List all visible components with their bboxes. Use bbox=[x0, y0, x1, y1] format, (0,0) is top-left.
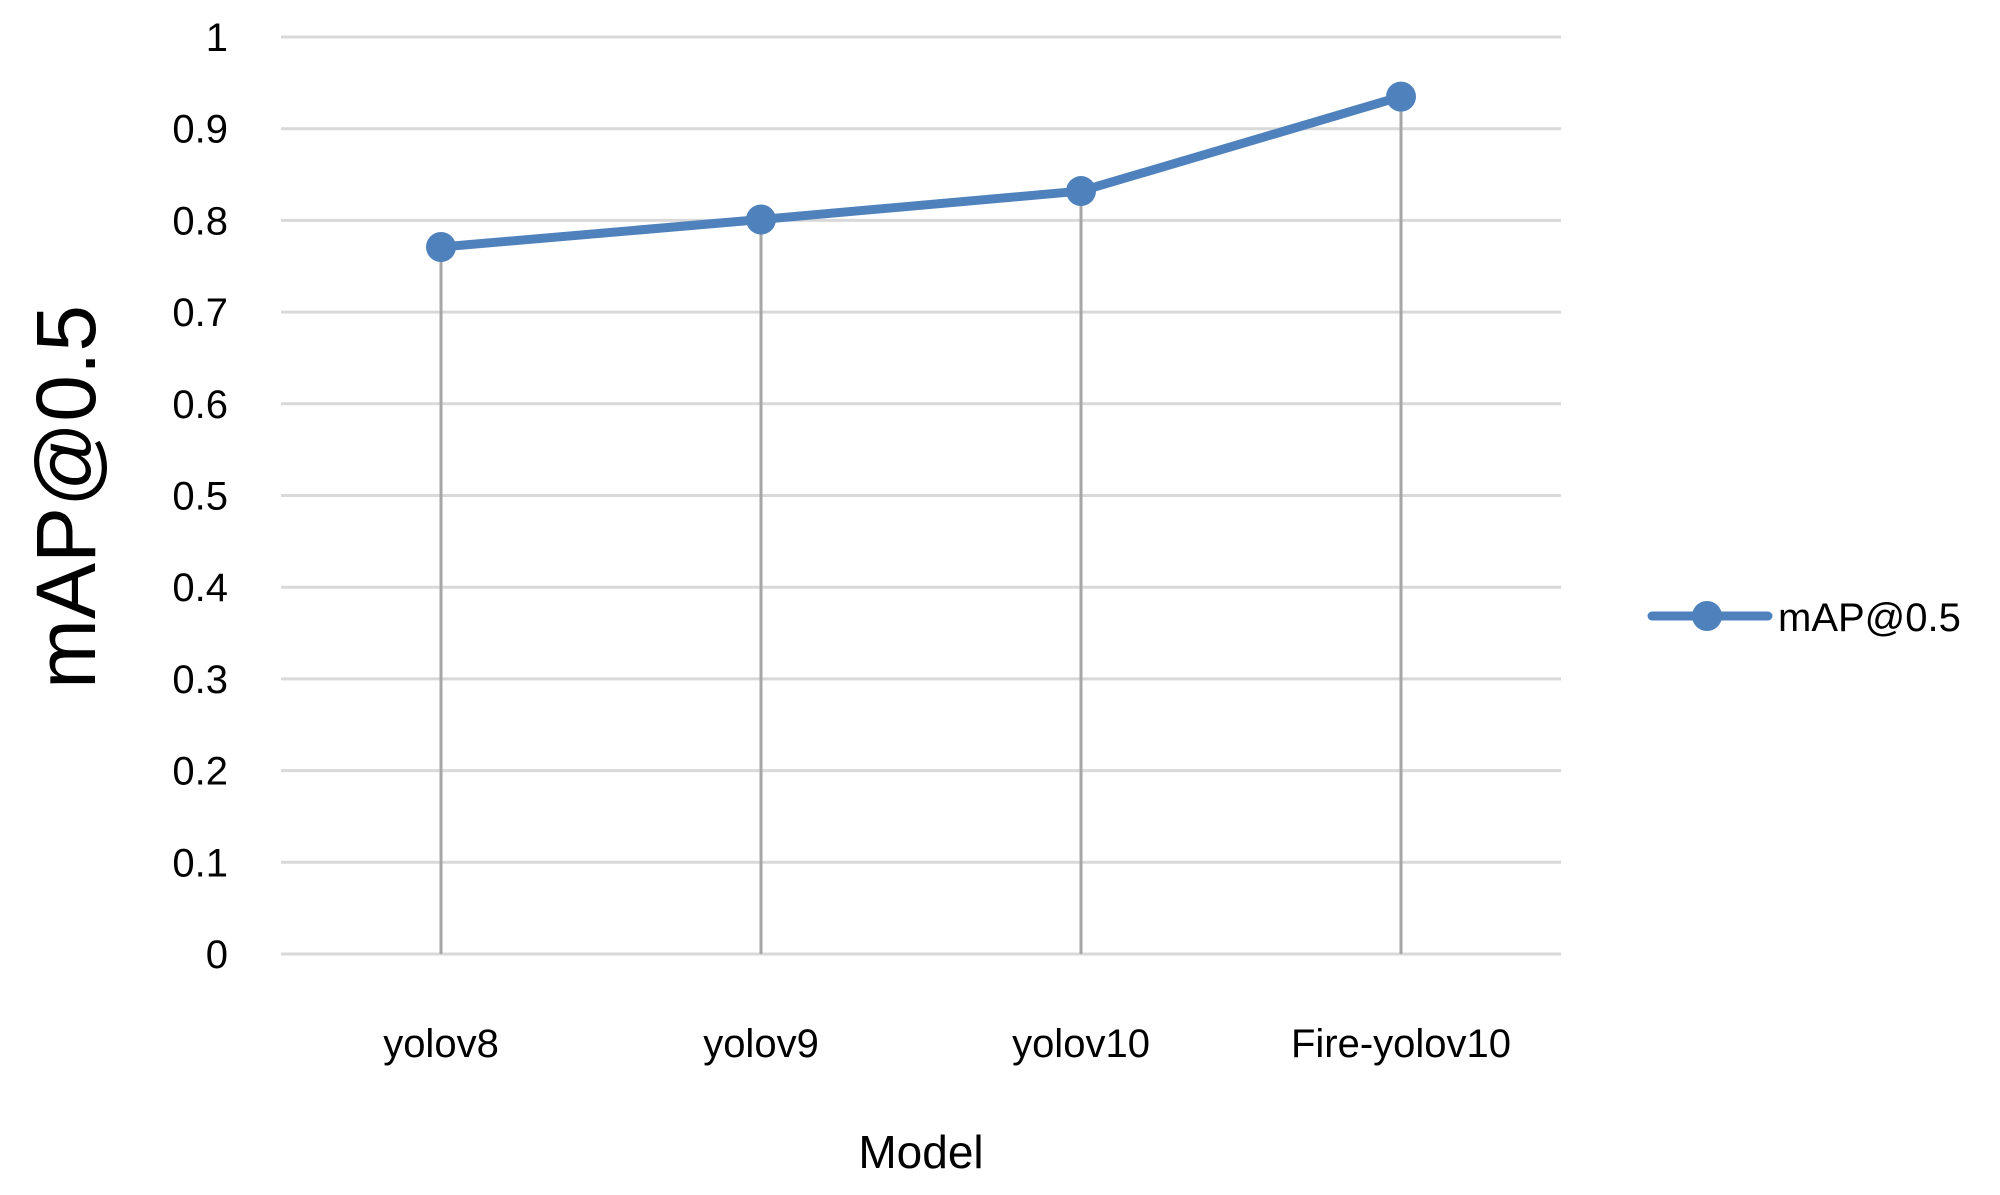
y-tick-label: 0 bbox=[206, 933, 228, 977]
x-tick-label: Fire-yolov10 bbox=[1291, 1022, 1511, 1066]
y-tick-labels: 0 0.1 0.2 0.3 0.4 0.5 0.6 0.7 0.8 0.9 1 bbox=[172, 16, 228, 977]
data-point bbox=[1386, 81, 1416, 112]
x-tick-label: yolov8 bbox=[383, 1022, 499, 1066]
x-tick-label: yolov9 bbox=[703, 1022, 819, 1066]
y-tick-label: 0.8 bbox=[172, 199, 228, 243]
x-axis-label: Model bbox=[858, 1126, 983, 1178]
drop-lines bbox=[439, 96, 1403, 954]
legend-marker bbox=[1692, 601, 1722, 631]
x-tick-labels: yolov8 yolov9 yolov10 Fire-yolov10 bbox=[383, 1022, 1511, 1066]
y-tick-label: 1 bbox=[206, 16, 228, 60]
y-tick-label: 0.1 bbox=[172, 841, 228, 885]
y-tick-label: 0.5 bbox=[172, 475, 228, 519]
data-point bbox=[746, 204, 776, 235]
legend-label: mAP@0.5 bbox=[1778, 596, 1961, 640]
y-tick-label: 0.9 bbox=[172, 108, 228, 152]
y-tick-label: 0.3 bbox=[172, 658, 228, 702]
series-line bbox=[436, 92, 1406, 252]
legend: mAP@0.5 bbox=[1647, 596, 1961, 640]
x-tick-label: yolov10 bbox=[1012, 1022, 1150, 1066]
series-layer bbox=[426, 81, 1416, 262]
data-point bbox=[1066, 176, 1096, 207]
gridlines bbox=[281, 35, 1561, 956]
y-tick-label: 0.4 bbox=[172, 566, 228, 610]
y-tick-label: 0.6 bbox=[172, 383, 228, 427]
y-axis-label: mAP@0.5 bbox=[19, 305, 113, 689]
y-tick-label: 0.7 bbox=[172, 291, 228, 335]
data-point bbox=[426, 231, 456, 262]
y-tick-label: 0.2 bbox=[172, 750, 228, 794]
